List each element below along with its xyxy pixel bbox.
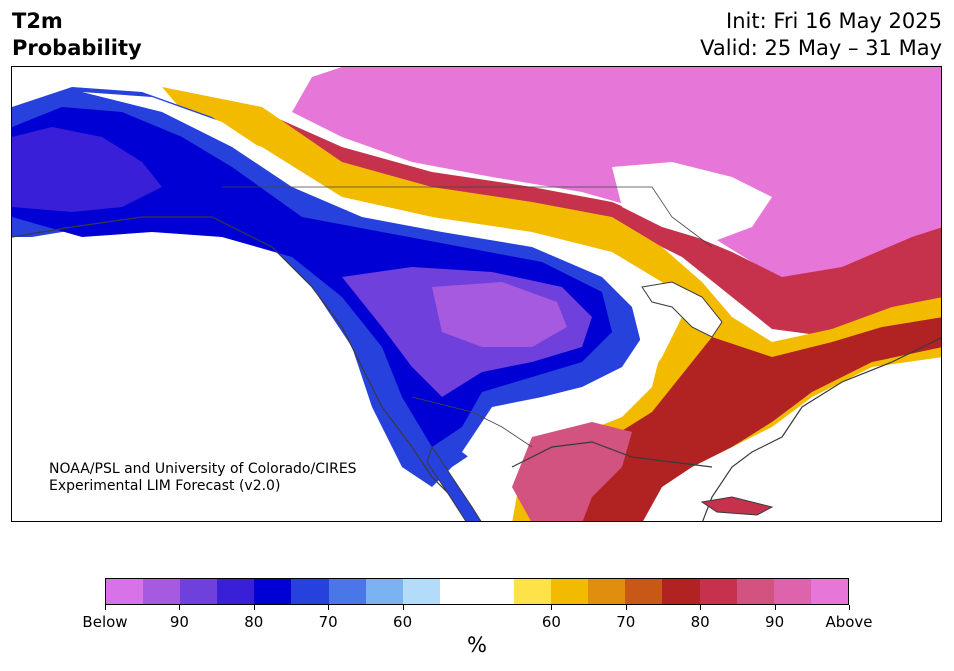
credit-line2: Experimental LIM Forecast (v2.0) bbox=[49, 478, 281, 494]
coastline-west bbox=[12, 216, 481, 521]
probability-colorbar bbox=[105, 578, 849, 605]
coastline-east bbox=[702, 337, 941, 521]
colorbar-tick-label: 80 bbox=[244, 613, 264, 631]
credit-text: NOAA/PSL and University of Colorado/CIRE… bbox=[49, 461, 357, 495]
forecast-dates: Init: Fri 16 May 2025 Valid: 25 May – 31… bbox=[700, 8, 942, 62]
colorbar-segment bbox=[402, 579, 440, 604]
baja-peninsula bbox=[426, 445, 482, 521]
region-below-alaska-core bbox=[12, 127, 162, 212]
colorbar-segment bbox=[254, 579, 292, 604]
colorbar-segment bbox=[773, 579, 811, 604]
colorbar-segment bbox=[217, 579, 255, 604]
map-canvas bbox=[12, 67, 941, 521]
colorbar-segment bbox=[514, 579, 552, 604]
valid-range: Valid: 25 May – 31 May bbox=[700, 36, 942, 60]
map-title: T2m Probability bbox=[12, 8, 142, 62]
title-variable: T2m bbox=[12, 9, 63, 33]
colorbar-segment bbox=[439, 579, 477, 604]
colorbar-segment bbox=[365, 579, 403, 604]
colorbar-tick-label: Above bbox=[825, 613, 873, 631]
colorbar-segment bbox=[736, 579, 774, 604]
region-neutral-south bbox=[462, 389, 632, 467]
colorbar-segment bbox=[551, 579, 589, 604]
colorbar-tick-mark bbox=[774, 605, 776, 610]
colorbar-tick-mark bbox=[179, 605, 181, 610]
colorbar-tick-label: 90 bbox=[169, 613, 189, 631]
probability-map bbox=[11, 66, 942, 522]
colorbar-tick-mark bbox=[551, 605, 553, 610]
region-below-center bbox=[432, 282, 567, 347]
colorbar-segment bbox=[291, 579, 329, 604]
colorbar-tick-label: Below bbox=[82, 613, 128, 631]
colorbar-tick-mark bbox=[105, 605, 106, 610]
colorbar-segment bbox=[328, 579, 366, 604]
region-above-band-red bbox=[572, 317, 941, 521]
colorbar-segment bbox=[106, 579, 144, 604]
colorbar-tick-mark bbox=[700, 605, 702, 610]
great-lakes bbox=[641, 281, 723, 338]
colorbar-segment bbox=[810, 579, 848, 604]
border-us-mexico bbox=[411, 396, 533, 448]
colorbar-segment bbox=[588, 579, 626, 604]
colorbar-tick-label: 60 bbox=[393, 613, 413, 631]
colorbar-tick-label: 60 bbox=[541, 613, 561, 631]
init-date: Init: Fri 16 May 2025 bbox=[726, 9, 942, 33]
colorbar-segment bbox=[180, 579, 218, 604]
colorbar-segment bbox=[699, 579, 737, 604]
colorbar-segment bbox=[662, 579, 700, 604]
coastline-gulf bbox=[511, 441, 713, 468]
colorbar-tick-label: 80 bbox=[690, 613, 710, 631]
island-cuba bbox=[700, 496, 774, 516]
colorbar-tick-mark bbox=[402, 605, 404, 610]
colorbar-tick-mark bbox=[849, 605, 850, 610]
colorbar-segment bbox=[625, 579, 663, 604]
region-above-hudson bbox=[612, 162, 772, 242]
colorbar-tick-mark bbox=[253, 605, 255, 610]
colorbar-tick-label: 90 bbox=[765, 613, 785, 631]
colorbar-tick-label: 70 bbox=[318, 613, 338, 631]
colorbar-segment bbox=[476, 579, 515, 604]
colorbar-tick-mark bbox=[625, 605, 627, 610]
colorbar-tick-label: 70 bbox=[616, 613, 636, 631]
title-type: Probability bbox=[12, 36, 142, 60]
colorbar-unit: % bbox=[467, 633, 487, 657]
credit-line1: NOAA/PSL and University of Colorado/CIRE… bbox=[49, 461, 357, 477]
border-canada-us bbox=[222, 186, 713, 248]
region-above-south bbox=[512, 422, 632, 521]
region-above-canada-mid bbox=[252, 107, 941, 337]
colorbar-tick-mark bbox=[328, 605, 330, 610]
colorbar-segment bbox=[143, 579, 181, 604]
